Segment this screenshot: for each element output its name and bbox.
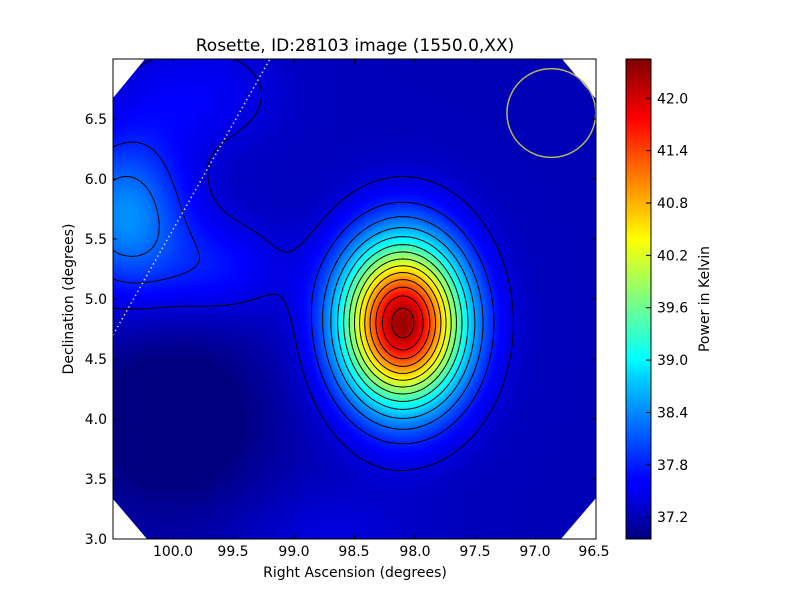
corner-mask-top-left (113, 59, 145, 98)
colorbar-tick-label: 40.2 (657, 248, 688, 264)
y-axis-label: Declination (degrees) (61, 224, 77, 375)
colorbar-ticks: 37.2 37.8 38.4 39.0 39.6 40.2 40.8 41.4 42.0 (646, 91, 688, 526)
colorbar-tick-label: 40.8 (657, 196, 688, 212)
y-tick-label: 3.0 (85, 532, 107, 548)
contour-line (375, 286, 431, 360)
colorbar-tick-label: 37.2 (657, 510, 688, 526)
y-tick-label: 4.0 (85, 412, 107, 428)
dotted-line (113, 59, 271, 336)
plot-area (112, 58, 597, 540)
y-tick-label: 6.5 (85, 112, 107, 128)
x-tick-label: 100.0 (153, 544, 193, 560)
colorbar-tick-label: 37.8 (657, 458, 688, 474)
y-tick-label: 4.5 (85, 352, 107, 368)
colorbar-tick-label: 39.0 (657, 353, 688, 369)
chart-title: Rosette, ID:28103 image (1550.0,XX) (196, 36, 514, 56)
contour-line (359, 265, 447, 381)
corner-mask-bottom-right (561, 498, 596, 539)
x-tick-label: 96.5 (578, 544, 609, 560)
colorbar-gradient (625, 58, 652, 540)
x-axis: 100.0 99.5 99.0 98.5 98.0 97.5 97.0 96.5… (153, 544, 610, 581)
contour-line (343, 244, 463, 402)
contour-line (369, 279, 437, 367)
contour-line (364, 272, 442, 374)
x-tick-label: 99.0 (278, 544, 309, 560)
x-tick-label: 99.5 (217, 544, 248, 560)
corner-mask-bottom-left (113, 499, 147, 539)
contour-line (354, 258, 452, 388)
x-tick-label: 97.5 (459, 544, 490, 560)
contour-line (391, 307, 415, 339)
contour-line (330, 227, 476, 419)
x-tick-label: 98.5 (338, 544, 369, 560)
colorbar-label: Power in Kelvin (697, 246, 713, 352)
y-tick-label: 5.5 (85, 232, 107, 248)
contour-line (348, 251, 457, 395)
y-tick-label: 6.0 (85, 172, 107, 188)
contour-line (337, 236, 469, 410)
colorbar-tick-label: 41.4 (657, 144, 688, 160)
colorbar: 37.2 37.8 38.4 39.0 39.6 40.2 40.8 41.4 42.0 Pow… (625, 58, 713, 540)
contour-line (381, 295, 424, 351)
x-tick-label: 97.0 (519, 544, 550, 560)
contour-line (113, 141, 495, 445)
x-tick-label: 98.0 (399, 544, 430, 560)
colorbar-tick-label: 39.6 (657, 301, 688, 317)
colorbar-tick-label: 38.4 (657, 405, 688, 421)
y-axis: 3.0 3.5 4.0 4.5 5.0 5.5 6.0 6.5 Declinat… (61, 112, 107, 548)
y-tick-label: 3.5 (85, 472, 107, 488)
colorbar-tick-label: 42.0 (657, 91, 688, 107)
y-tick-label: 5.0 (85, 292, 107, 308)
heatmap-image (113, 59, 596, 539)
contour-line (113, 59, 514, 472)
contour-lines (113, 59, 514, 472)
x-axis-label: Right Ascension (degrees) (263, 565, 447, 581)
